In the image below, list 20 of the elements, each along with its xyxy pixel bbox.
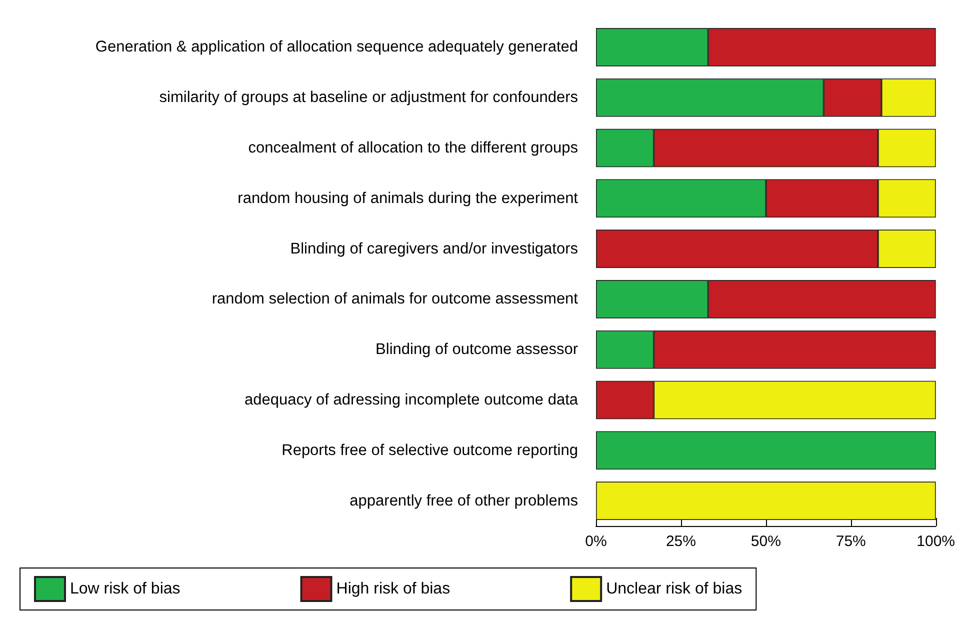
x-tick-label: 100% bbox=[916, 533, 956, 550]
legend-label: Unclear risk of bias bbox=[606, 580, 742, 598]
x-tick-label: 50% bbox=[750, 533, 781, 550]
y-tick-label: Reports free of selective outcome reporting bbox=[282, 442, 578, 459]
y-tick-label: Blinding of caregivers and/or investigators bbox=[290, 240, 578, 258]
bar bbox=[596, 431, 936, 470]
legend-label: High risk of bias bbox=[336, 580, 450, 598]
y-tick-label: Blinding of outcome assessor bbox=[376, 341, 578, 358]
y-tick-label: adequacy of adressing incomplete outcome data bbox=[244, 392, 578, 408]
y-tick-label: Generation & application of allocation sequence adequately generated bbox=[95, 38, 578, 56]
y-tick-label: concealment of allocation to the different groups bbox=[248, 140, 578, 156]
x-tick-label: 75% bbox=[836, 533, 866, 550]
y-tick-label: similarity of groups at baseline or adjustment for confounders bbox=[159, 89, 578, 106]
bar bbox=[596, 482, 936, 520]
legend-label: Low risk of bias bbox=[70, 580, 180, 598]
y-tick-label: random selection of animals for outcome assessment bbox=[212, 290, 579, 308]
x-tick-label: 0% bbox=[585, 533, 607, 550]
y-tick-label: random housing of animals during the experiment bbox=[238, 190, 579, 207]
y-tick-label: apparently free of other problems bbox=[350, 492, 578, 510]
x-tick-label: 25% bbox=[666, 533, 696, 550]
